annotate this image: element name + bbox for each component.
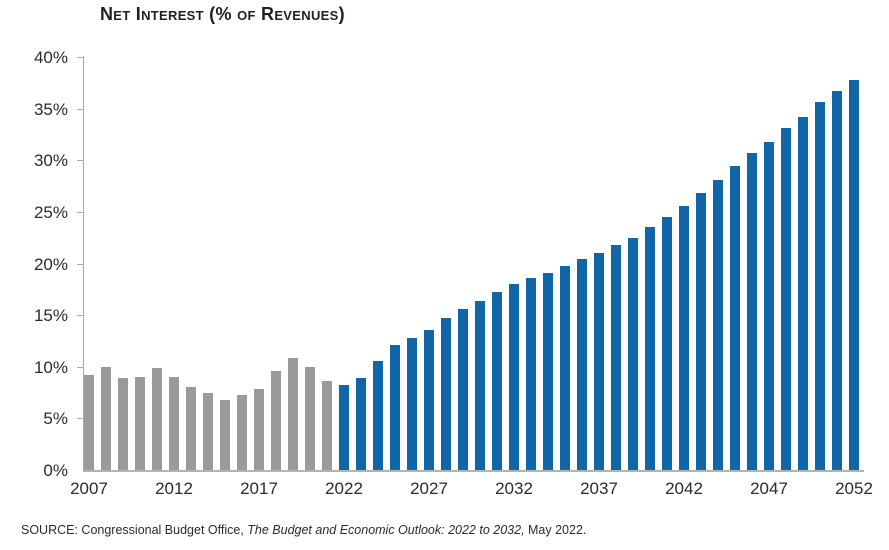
y-axis-tick-mark (77, 418, 83, 419)
chart-bar-2011 (152, 367, 162, 470)
source-note: SOURCE: Congressional Budget Office, The… (21, 523, 586, 537)
chart-bar-2032 (509, 284, 519, 470)
chart-bar-2016 (237, 394, 247, 470)
chart-bar-2033 (526, 277, 536, 470)
chart-bar-2029 (458, 308, 468, 470)
chart-bar-2013 (186, 387, 196, 470)
y-axis-tick-mark (77, 160, 83, 161)
chart-bar-2021 (322, 381, 332, 470)
chart-bar-2049 (798, 116, 808, 470)
y-axis-tick-mark (77, 367, 83, 368)
chart-bar-2039 (628, 237, 638, 470)
chart-bar-2017 (254, 389, 264, 470)
x-axis-tick-label: 2017 (240, 479, 278, 498)
y-axis-tick-label: 10% (33, 357, 68, 377)
x-axis-tick-label: 2047 (750, 479, 788, 498)
x-axis-line (83, 470, 864, 472)
chart-bar-2023 (356, 378, 366, 470)
chart-bar-2025 (390, 345, 400, 470)
chart-bar-2045 (730, 166, 740, 470)
chart-bar-2050 (815, 102, 825, 470)
chart-bar-2014 (203, 392, 213, 470)
chart-bar-2012 (169, 377, 179, 470)
source-publication-title: The Budget and Economic Outlook: 2022 to… (247, 523, 525, 537)
chart-bar-2038 (611, 244, 621, 470)
chart-bar-2043 (696, 193, 706, 470)
chart-bar-2046 (747, 153, 757, 470)
chart-bar-2019 (288, 358, 298, 470)
y-axis-tick-mark (77, 264, 83, 265)
chart-title: Net Interest (% of Revenues) (100, 4, 345, 24)
y-axis-tick-label: 40% (33, 48, 68, 67)
y-axis-tick-mark (77, 109, 83, 110)
chart-bar-2031 (492, 292, 502, 470)
y-axis-tick-label: 5% (43, 409, 68, 429)
chart-bar-2047 (764, 141, 774, 470)
chart-bar-2042 (679, 205, 689, 470)
x-axis-tick-label: 2022 (325, 479, 363, 498)
chart-bar-2024 (373, 360, 383, 470)
x-axis-tick-label: 2012 (155, 479, 193, 498)
chart-bar-2035 (560, 265, 570, 470)
chart-bar-2051 (832, 91, 842, 470)
chart-bar-2040 (645, 227, 655, 470)
y-axis-tick-label: 35% (33, 99, 68, 119)
chart-bar-2027 (424, 329, 434, 470)
x-axis-tick-label: 2007 (70, 479, 108, 498)
chart-bar-2052 (849, 79, 859, 470)
source-prefix: SOURCE: Congressional Budget Office, (21, 523, 248, 537)
chart-bar-2008 (101, 366, 111, 470)
x-axis-tick-label: 2042 (665, 479, 703, 498)
y-axis-tick-label: 15% (33, 306, 68, 326)
chart-bar-2018 (271, 370, 281, 470)
chart-bar-2009 (118, 378, 128, 470)
chart-bar-2036 (577, 259, 587, 470)
y-axis-tick-mark (77, 212, 83, 213)
y-axis-tick-label: 30% (33, 151, 68, 171)
chart-bar-2034 (543, 272, 553, 470)
chart-bar-2026 (407, 337, 417, 470)
chart-bar-2048 (781, 128, 791, 470)
chart-bar-2010 (135, 377, 145, 470)
y-axis-tick-mark (77, 315, 83, 316)
x-axis-tick-label: 2052 (835, 479, 873, 498)
source-suffix: May 2022. (524, 523, 587, 537)
y-axis-tick-mark (77, 57, 83, 58)
chart-bar-2007 (84, 375, 94, 470)
x-axis-tick-label: 2032 (495, 479, 533, 498)
chart-bar-2020 (305, 366, 315, 470)
chart-bar-2044 (713, 179, 723, 470)
y-axis-tick-label: 0% (43, 461, 68, 480)
y-axis-tick-label: 20% (33, 254, 68, 274)
chart-bar-2028 (441, 318, 451, 470)
chart-bar-2030 (475, 300, 485, 470)
chart-bar-2022 (339, 385, 349, 470)
x-axis-tick-label: 2027 (410, 479, 448, 498)
chart-bar-2015 (220, 399, 230, 470)
chart-bar-2037 (594, 253, 604, 470)
y-axis-tick-label: 25% (33, 202, 68, 222)
y-axis-line (83, 56, 84, 471)
chart-bar-2041 (662, 217, 672, 470)
x-axis-tick-label: 2037 (580, 479, 618, 498)
